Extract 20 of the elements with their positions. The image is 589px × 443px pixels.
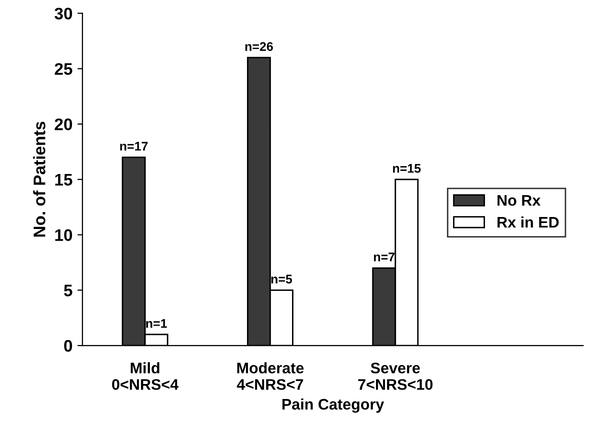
legend-label: Rx in ED [498, 216, 559, 228]
x-tick-label: Moderate 4<NRS<7 [236, 362, 304, 390]
y-tick-label: 0 [64, 340, 72, 352]
y-tick-label: 10 [55, 229, 72, 241]
data-label: n=5 [271, 274, 292, 284]
data-label: n=7 [374, 252, 394, 262]
y-tick-label: 25 [54, 63, 72, 75]
data-label: n=17 [120, 142, 148, 151]
x-tick-label: Severe 7<NRS<10 [358, 362, 433, 390]
data-label: n=1 [146, 319, 167, 328]
data-label: n=26 [245, 42, 273, 51]
legend-label: No Rx [498, 195, 541, 206]
y-tick-label: 20 [54, 118, 72, 130]
data-label: n=15 [393, 164, 421, 173]
y-tick-label: 5 [64, 284, 72, 296]
y-axis-title: No. of Patients [33, 122, 46, 237]
y-tick-label: 15 [55, 174, 72, 186]
x-axis-title: Pain Category [282, 398, 384, 413]
y-tick-label: 30 [54, 8, 72, 20]
x-tick-label: Mild 0<NRS<4 [112, 362, 179, 390]
